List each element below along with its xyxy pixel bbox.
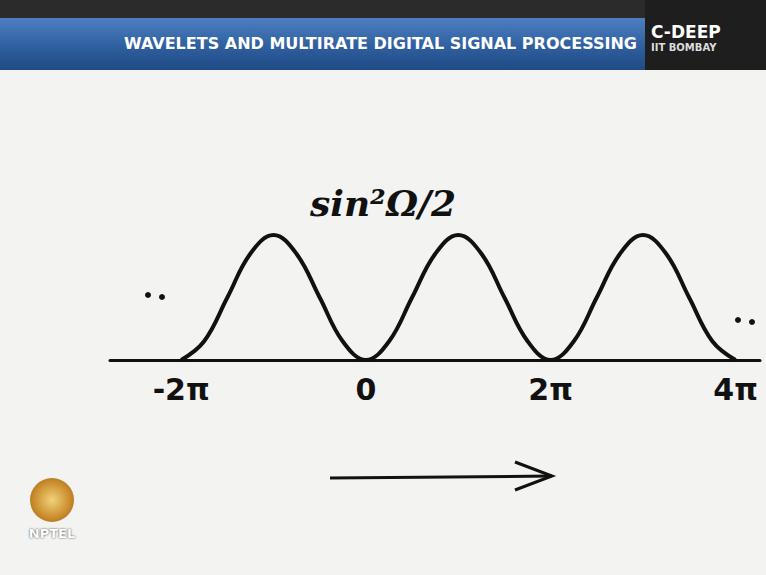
svg-text:-2π: -2π bbox=[153, 372, 210, 407]
html-text:IIT BOMBAY: IIT BOMBAY bbox=[651, 42, 717, 53]
html-text:NPTEL: NPTEL bbox=[28, 526, 76, 541]
svg-text:sin²Ω/2: sin²Ω/2 bbox=[309, 182, 456, 224]
svg-text:0: 0 bbox=[355, 372, 376, 407]
html-text:WAVELETS AND MULTIRATE DIGITAL: WAVELETS AND MULTIRATE DIGITAL SIGNAL PR… bbox=[124, 34, 637, 53]
html-text:C-DEEP: C-DEEP bbox=[651, 22, 721, 42]
svg-text:2π: 2π bbox=[528, 372, 573, 407]
svg-text:4π: 4π bbox=[713, 372, 758, 407]
